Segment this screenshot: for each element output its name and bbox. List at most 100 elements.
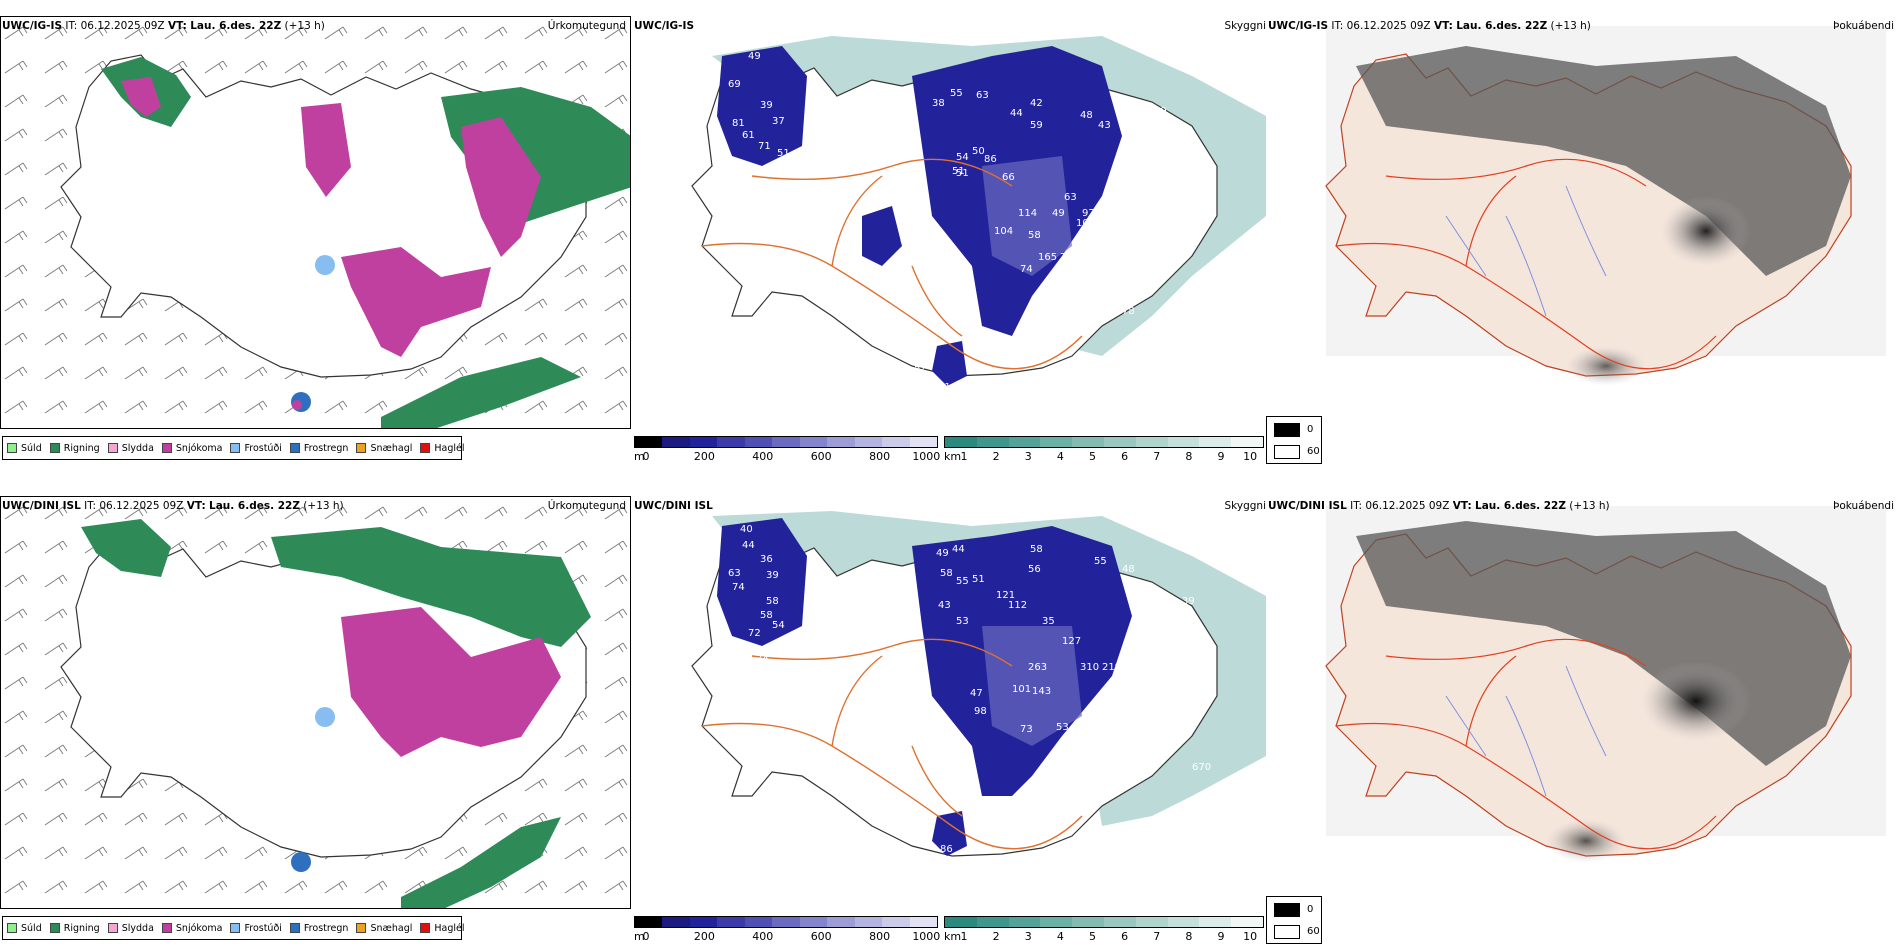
snow-area-northeast	[461, 117, 541, 257]
fog-panel: UWC/DINI ISL IT: 06.12.2025 09Z VT: Lau.…	[1266, 480, 1900, 950]
cloud-base-label: 68	[896, 722, 909, 733]
cloud-base-label: 74	[756, 654, 769, 665]
cloud-base-label: 55	[950, 88, 963, 99]
cloud-base-label: 58	[1028, 230, 1041, 241]
legend-swatch	[7, 923, 17, 933]
init-time: 06.12.2025 09Z	[1365, 500, 1450, 512]
cloud-base-label: 44	[912, 244, 925, 255]
legend-swatch	[356, 923, 367, 933]
model-name: UWC/IG-IS	[634, 20, 695, 32]
colorbar-bin	[799, 917, 828, 927]
model-name: UWC/IG-IS	[2, 20, 63, 32]
cloud-base-unit: m	[634, 450, 645, 463]
legend-swatch	[230, 443, 241, 453]
cloud-base-label: 64	[1146, 680, 1159, 691]
cloud-base-label: 45	[1132, 148, 1145, 159]
tick-label: 4	[1056, 930, 1064, 943]
cloud-base-label: 105	[1124, 686, 1143, 697]
legend-item-sleet: Slydda	[107, 443, 154, 454]
fog-label-light: 60	[1307, 446, 1320, 457]
cloud-base-label: 37	[772, 116, 785, 127]
cloud-base-label: 45	[1182, 148, 1195, 159]
valid-time-label: VT:	[167, 20, 187, 32]
cloud-base-label: 101	[1012, 684, 1031, 695]
panel-header: UWC/IG-IS	[634, 20, 694, 32]
colorbar-bin	[772, 437, 800, 447]
tick-label: 400	[752, 930, 774, 943]
precip-type-map[interactable]	[0, 496, 631, 909]
tick-label: 8	[1185, 450, 1193, 463]
tick-label: 800	[869, 930, 891, 943]
cloud-base-label: 46	[1148, 140, 1161, 151]
colorbar-bin	[882, 917, 910, 927]
cloud-map[interactable]: 49 69 39 37 81 61 71 51 55 51 38 55 63 4…	[632, 16, 1266, 436]
cloud-base-northwest	[717, 518, 807, 646]
cloud-map[interactable]: 40 44 63 36 39 74 58 58 54 72 74 49 44 5…	[632, 496, 1266, 916]
fog-map[interactable]	[1266, 16, 1900, 436]
tick-label: 6	[1121, 930, 1129, 943]
fog-label-dark: 0	[1307, 424, 1314, 435]
rain-area-northwest	[81, 519, 171, 577]
colorbar-bin	[976, 917, 1009, 927]
cloud-base-label: 51	[972, 574, 985, 585]
model-name: UWC/DINI ISL	[634, 500, 713, 512]
cloud-base-label: 163	[1110, 232, 1129, 243]
cloud-base-label: 143	[1032, 686, 1051, 697]
cloud-base-label: 38	[1164, 244, 1177, 255]
legend-item-hail: Haglél	[420, 923, 465, 934]
fog-map[interactable]	[1266, 496, 1900, 916]
colorbar-bin	[1008, 917, 1041, 927]
cloud-base-label: 66	[1002, 172, 1015, 183]
valid-time-label: VT:	[1452, 500, 1472, 512]
fog-legend: 0 60	[1266, 896, 1322, 944]
cloud-base-label: 17	[1118, 720, 1131, 731]
cloud-base-label: 49	[1052, 208, 1065, 219]
legend-item-hail: Haglél	[420, 443, 465, 454]
cloud-base-label: 85	[1110, 700, 1123, 711]
precip-type-map[interactable]	[0, 16, 631, 429]
panel-header: UWC/IG-IS IT: 06.12.2025 09Z VT: Lau. 6.…	[1268, 20, 1591, 32]
legend-item-drizzle: Súld	[7, 443, 42, 454]
lead-time: (+13 h)	[1550, 20, 1591, 32]
cloud-top-unit: km	[944, 930, 962, 943]
cloud-base-label: 55	[956, 576, 969, 587]
cloud-base-label: 55	[1094, 556, 1107, 567]
cloud-base-label: 33	[938, 866, 951, 877]
legend-label: Snjókoma	[175, 922, 223, 934]
snow-area-central	[341, 607, 561, 757]
legend-swatch	[107, 443, 118, 453]
valid-time: Lau. 6.des. 22Z	[1475, 500, 1566, 512]
fog-dense-core	[1641, 661, 1751, 741]
cloud-base-south	[932, 811, 967, 856]
legend-label: Rigning	[63, 922, 100, 934]
tick-label: 10	[1243, 450, 1258, 463]
cloud-base-label: 43	[938, 600, 951, 611]
forecast-row-ig-is: UWC/IG-IS IT: 06.12.2025 09Z VT: Lau. 6.…	[0, 0, 1900, 470]
colorbar-bin	[854, 917, 883, 927]
tick-label: 1	[960, 930, 968, 943]
cloud-base-label: 670	[1192, 762, 1211, 773]
cloud-top-colorbar	[944, 916, 1264, 928]
cloud-base-label: 104	[1138, 220, 1157, 231]
legend-item-rain: Rigning	[49, 922, 100, 934]
rivers	[1445, 185, 1607, 317]
cloud-base-label: 36	[760, 554, 773, 565]
init-time: 06.12.2025 09Z	[80, 20, 165, 32]
tick-label: 1000	[912, 450, 941, 463]
tick-label: 1000	[912, 930, 941, 943]
cloud-base-label: 121	[996, 590, 1015, 601]
legend-item-snow-pellets: Snæhagl	[356, 923, 412, 934]
colorbar-bin	[662, 917, 690, 927]
legend-item-freezing-drizzle: Frostúði	[230, 443, 282, 454]
cloud-base-label: 44	[742, 540, 755, 551]
tick-label: 5	[1088, 930, 1096, 943]
valid-time-label: VT:	[186, 500, 206, 512]
tick-label: 7	[1153, 450, 1161, 463]
panel-title: Þokuábendi	[1833, 20, 1894, 32]
cloud-base-label: 53	[956, 616, 969, 627]
cloud-base-label: 98	[974, 706, 987, 717]
legend-item-freezing-rain: Frostregn	[289, 923, 348, 934]
cloud-base-east-light	[982, 626, 1082, 746]
colorbar-bin	[744, 917, 773, 927]
model-name: UWC/DINI ISL	[2, 500, 81, 512]
